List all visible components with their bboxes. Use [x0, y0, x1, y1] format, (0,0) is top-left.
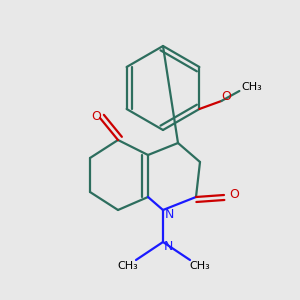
Text: N: N [163, 239, 173, 253]
Text: CH₃: CH₃ [190, 261, 210, 271]
Text: O: O [229, 188, 239, 202]
Text: CH₃: CH₃ [241, 82, 262, 92]
Text: CH₃: CH₃ [118, 261, 138, 271]
Text: O: O [221, 91, 231, 103]
Text: N: N [164, 208, 174, 221]
Text: O: O [91, 110, 101, 122]
